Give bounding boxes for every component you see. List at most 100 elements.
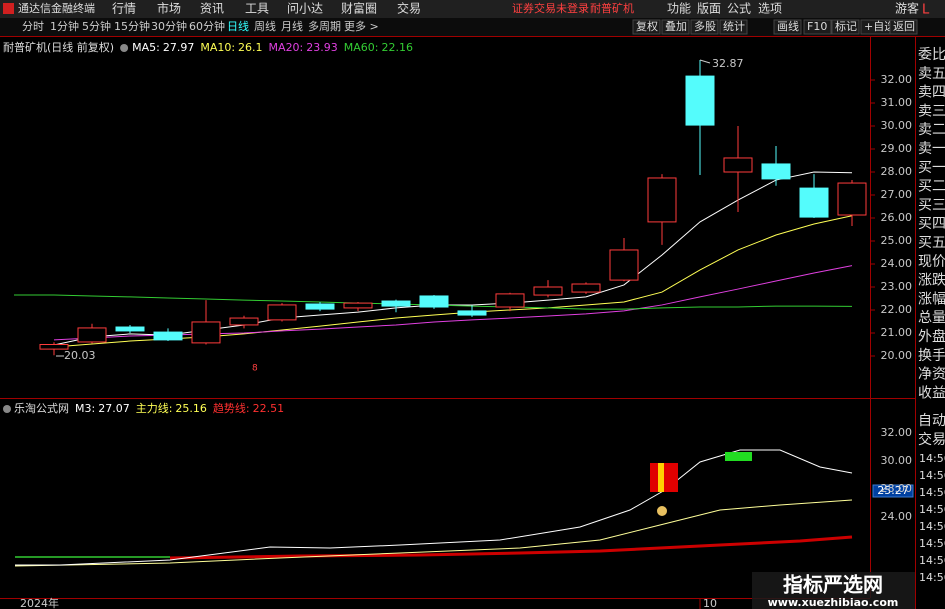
period-tab[interactable]: 1分钟 xyxy=(50,19,79,33)
candle-body xyxy=(647,177,677,223)
side-field: 卖一 xyxy=(918,141,945,157)
menu-bar xyxy=(0,0,945,18)
side-field: 买二 xyxy=(918,179,945,195)
button[interactable] xyxy=(719,19,748,35)
period-tab[interactable]: 5分钟 xyxy=(82,19,111,33)
button[interactable] xyxy=(889,19,918,35)
candle-body xyxy=(495,293,525,308)
side-field: 卖三 xyxy=(918,103,945,119)
candle-body xyxy=(533,286,563,296)
period-tab[interactable]: 分时 xyxy=(22,20,44,33)
y-tick-label: 29.00 xyxy=(881,142,913,155)
candle-body xyxy=(39,344,69,350)
legend-name: 主力线: xyxy=(136,401,173,415)
side-field: 收益 xyxy=(918,385,945,401)
stock-name: 耐普矿机 xyxy=(590,1,634,15)
button[interactable] xyxy=(803,19,832,35)
corner-label: L xyxy=(922,3,930,18)
menu-item[interactable]: 资讯 xyxy=(200,2,224,16)
date-label: 2024年 xyxy=(20,596,59,609)
menu-item[interactable]: 市场 xyxy=(157,1,181,16)
side-field: 买五 xyxy=(918,235,945,251)
legend-value: 26.1 xyxy=(238,41,263,54)
y-tick-label: 26.00 xyxy=(881,211,913,224)
candle-body xyxy=(191,321,221,344)
candle-body xyxy=(609,249,639,281)
candle-body xyxy=(761,163,791,180)
button[interactable] xyxy=(661,19,690,35)
button-label[interactable]: 画线 xyxy=(777,19,799,33)
candle-body xyxy=(153,331,183,341)
button-label[interactable]: 多股 xyxy=(694,19,716,33)
legend-value: 27.07 xyxy=(98,402,130,415)
ma-line xyxy=(53,265,853,341)
user[interactable]: 游客 xyxy=(895,1,919,16)
date-label: 10 xyxy=(703,597,717,609)
low-label: 20.03 xyxy=(64,349,96,362)
y-tick-label: 23.00 xyxy=(881,280,913,293)
period-tab[interactable]: 周线 xyxy=(254,19,276,33)
side-field: 委比 xyxy=(918,47,945,63)
app-icon xyxy=(3,3,14,14)
button[interactable] xyxy=(690,19,719,35)
button-label[interactable]: 叠加 xyxy=(665,20,687,33)
legend-value: 27.97 xyxy=(163,41,195,54)
trade-time: 14:56 xyxy=(919,486,945,499)
period-tab[interactable]: 60分钟 xyxy=(189,19,225,33)
legend-name: MA20: xyxy=(269,41,304,54)
current-box xyxy=(872,484,914,498)
side-field: 现价 xyxy=(918,254,945,270)
button-label[interactable]: F10 xyxy=(807,20,827,33)
side-field: 卖二 xyxy=(918,122,945,138)
period-tab[interactable]: 月线 xyxy=(281,19,303,33)
annotation-line xyxy=(699,59,711,64)
candle-body xyxy=(381,300,411,307)
y-tick-label: 25.00 xyxy=(881,234,913,247)
menu-item[interactable]: 公式 xyxy=(727,2,751,16)
y-tick-label: 30.00 xyxy=(881,454,913,467)
y-tick-label: 31.00 xyxy=(881,96,913,109)
button-label[interactable]: 返回 xyxy=(893,20,915,33)
button[interactable] xyxy=(831,19,860,35)
side-field: 买一 xyxy=(918,160,945,176)
side-field: 涨跌 xyxy=(918,273,945,289)
legend-name: MA10: xyxy=(200,41,235,54)
y-tick-label: 32.00 xyxy=(881,426,913,439)
period-tab[interactable]: 更多 > xyxy=(344,19,379,33)
side-field: 买四 xyxy=(918,216,945,232)
y-tick-label: 28.00 xyxy=(881,165,913,178)
button-label[interactable]: 复权 xyxy=(636,19,658,33)
period-tab[interactable]: 日线 xyxy=(227,19,249,33)
trade-time: 14:56 xyxy=(919,554,945,567)
menu-item[interactable]: 选项 xyxy=(758,2,782,16)
button[interactable] xyxy=(773,19,802,35)
button-label[interactable]: +自选 xyxy=(864,20,895,33)
menu-item[interactable]: 财富圈 xyxy=(341,1,377,16)
button[interactable] xyxy=(632,19,661,35)
button-label[interactable]: 统计 xyxy=(723,20,745,33)
period-tab[interactable]: 30分钟 xyxy=(151,19,187,33)
trade-time: 14:56 xyxy=(919,452,945,465)
trade-time: 14:56 xyxy=(919,520,945,533)
button-label[interactable]: 标记 xyxy=(835,19,857,33)
menu-item[interactable]: 版面 xyxy=(697,2,721,16)
legend-name: M3: xyxy=(75,402,95,415)
icon xyxy=(3,405,11,413)
menu-item[interactable]: 工具 xyxy=(245,2,269,16)
menu-item[interactable]: 功能 xyxy=(667,2,691,16)
legend-value: 25.16 xyxy=(175,402,207,415)
side-field[interactable]: 交易 xyxy=(918,431,945,448)
side-field[interactable]: 自动 xyxy=(918,413,945,429)
menu-item[interactable]: 交易 xyxy=(397,1,421,16)
menu-item[interactable]: 问小达 xyxy=(287,2,323,16)
icon xyxy=(120,44,129,52)
side-field: 外盘 xyxy=(918,328,945,345)
side-field: 买三 xyxy=(918,197,945,213)
y-tick-label: 24.00 xyxy=(881,510,913,523)
menu-item[interactable]: 行情 xyxy=(112,2,136,16)
watermark-title: 指标严选网 xyxy=(783,573,883,597)
period-tab[interactable]: 多周期 xyxy=(308,19,341,33)
y-tick-label: 27.00 xyxy=(881,188,913,201)
period-tab[interactable]: 15分钟 xyxy=(114,19,150,33)
ma-line xyxy=(53,171,853,346)
